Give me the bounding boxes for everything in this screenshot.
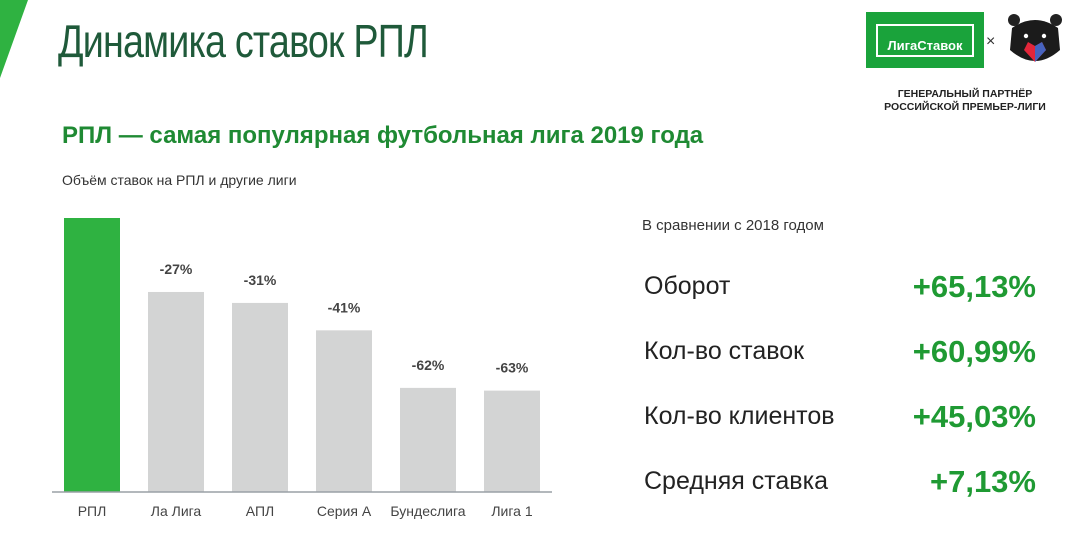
stat-label-turnover: Оборот	[644, 272, 731, 300]
category-label-4: Бундеслига	[390, 503, 465, 519]
partner-line-2: РОССИЙСКОЙ ПРЕМЬЕР-ЛИГИ	[884, 101, 1046, 113]
bar-0	[64, 218, 120, 492]
data-label-4: -62%	[412, 357, 445, 373]
bar-1	[148, 291, 204, 492]
category-label-1: Ла Лига	[151, 503, 202, 519]
bar-4	[400, 387, 456, 492]
data-label-1: -27%	[160, 261, 193, 277]
partner-caption: ГЕНЕРАЛЬНЫЙ ПАРТНЁР РОССИЙСКОЙ ПРЕМЬЕР-Л…	[870, 88, 1060, 114]
separator-cross: ×	[986, 33, 996, 50]
chart-title: Объём ставок на РПЛ и другие лиги	[62, 172, 297, 188]
category-label-3: Серия А	[317, 503, 372, 519]
corner-decoration	[0, 0, 28, 78]
stat-label-avg-bet: Средняя ставка	[644, 467, 828, 495]
rpl-bear-logo	[1008, 14, 1062, 62]
category-label-5: Лига 1	[491, 503, 532, 519]
bar-3	[316, 330, 372, 492]
category-label-2: АПЛ	[246, 503, 274, 519]
page-title: Динамика ставок РПЛ	[58, 15, 429, 67]
comparison-caption: В сравнении с 2018 годом	[642, 217, 824, 234]
stat-label-clients: Кол-во клиентов	[644, 402, 835, 430]
stat-value-turnover: +65,13%	[912, 269, 1036, 304]
data-label-5: -63%	[496, 360, 529, 376]
brand-name: ЛигаСтавок	[887, 38, 963, 53]
category-label-0: РПЛ	[78, 503, 107, 519]
section-subtitle: РПЛ — самая популярная футбольная лига 2…	[62, 122, 704, 149]
stat-value-clients: +45,03%	[912, 399, 1036, 434]
partner-line-1: ГЕНЕРАЛЬНЫЙ ПАРТНЁР	[897, 88, 1033, 100]
stat-label-bets: Кол-во ставок	[644, 337, 805, 365]
stat-value-bets: +60,99%	[912, 334, 1036, 369]
bar-5	[484, 390, 540, 492]
bar-2	[232, 302, 288, 492]
liga-stavok-logo: ЛигаСтавок	[866, 12, 984, 68]
stat-value-avg-bet: +7,13%	[929, 464, 1036, 499]
bar-chart: РПЛ -27% Ла Лига -31% АПЛ -41% Серия А -62% Бунд…	[52, 218, 552, 519]
data-label-3: -41%	[328, 299, 361, 315]
data-label-2: -31%	[244, 272, 277, 288]
